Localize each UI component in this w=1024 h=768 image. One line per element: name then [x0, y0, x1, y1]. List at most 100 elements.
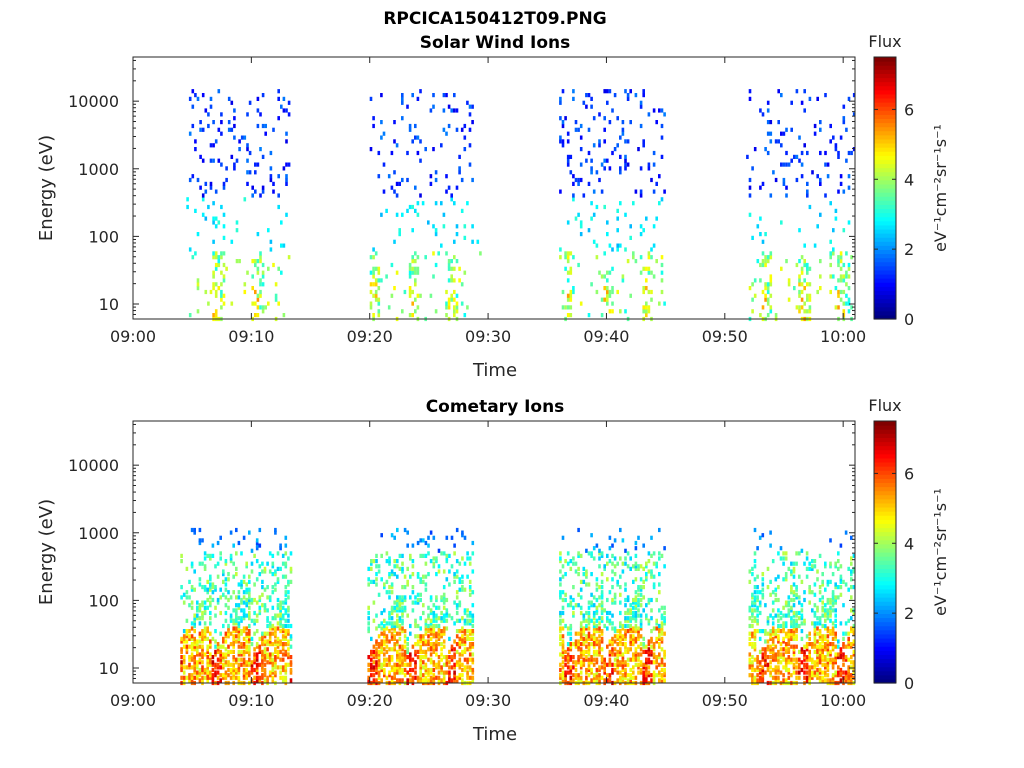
- heatmap-cell: [276, 613, 280, 618]
- heatmap-cell: [766, 566, 770, 571]
- heatmap-cell: [798, 289, 801, 295]
- heatmap-cell: [779, 623, 783, 629]
- heatmap-cell: [429, 595, 433, 600]
- heatmap-cell: [440, 201, 443, 206]
- heatmap-cell: [595, 652, 599, 657]
- heatmap-cell: [461, 533, 464, 538]
- heatmap-cell: [792, 670, 796, 675]
- heatmap-cell: [375, 572, 378, 577]
- heatmap-cell: [782, 577, 785, 582]
- heatmap-cell: [785, 162, 788, 167]
- heatmap-cell: [774, 667, 778, 673]
- heatmap-cell: [574, 662, 578, 667]
- heatmap-cell: [185, 590, 189, 595]
- heatmap-cell: [803, 590, 806, 595]
- heatmap-cell: [642, 139, 645, 144]
- heatmap-cell: [396, 597, 399, 603]
- heatmap-cell: [448, 613, 451, 618]
- heatmap-cell: [658, 673, 661, 678]
- heatmap-cell: [440, 143, 443, 148]
- heatmap-cell: [393, 286, 396, 291]
- heatmap-cell: [196, 639, 199, 644]
- heatmap-cell: [637, 600, 640, 605]
- heatmap-cell: [245, 600, 248, 605]
- heatmap-cell: [442, 613, 446, 618]
- heatmap-cell: [245, 647, 248, 652]
- heatmap-cell: [256, 266, 260, 271]
- colorbar-swatch: [874, 646, 896, 651]
- heatmap-cell: [639, 662, 643, 667]
- heatmap-cell: [582, 642, 586, 647]
- heatmap-cell: [450, 278, 453, 283]
- heatmap-cell: [284, 608, 288, 613]
- heatmap-cell: [284, 535, 288, 540]
- heatmap-cell: [471, 239, 474, 244]
- heatmap-cell: [204, 216, 208, 221]
- heatmap-cell: [590, 634, 593, 639]
- heatmap-cell: [442, 595, 446, 600]
- heatmap-cell: [847, 96, 851, 101]
- heatmap-cell: [790, 621, 793, 626]
- heatmap-cell: [621, 561, 625, 566]
- heatmap-cell: [414, 270, 417, 275]
- heatmap-cell: [201, 655, 204, 660]
- heatmap-cell: [393, 535, 396, 540]
- heatmap-cell: [455, 642, 459, 647]
- heatmap-cell: [839, 673, 843, 678]
- heatmap-cell: [463, 135, 467, 140]
- heatmap-cell: [834, 623, 837, 629]
- heatmap-cell: [287, 662, 290, 667]
- heatmap-cell: [777, 618, 780, 623]
- heatmap-cell: [652, 162, 656, 167]
- heatmap-cell: [248, 649, 251, 654]
- heatmap-cell: [613, 595, 617, 600]
- heatmap-cell: [816, 631, 819, 636]
- heatmap-cell: [652, 655, 656, 660]
- heatmap-cell: [416, 649, 420, 654]
- heatmap-cell: [619, 642, 622, 647]
- heatmap-cell: [639, 597, 643, 603]
- heatmap-cell: [212, 251, 215, 256]
- heatmap-cell: [829, 678, 832, 683]
- heatmap-cell: [559, 135, 562, 140]
- heatmap-cell: [559, 652, 562, 657]
- heatmap-cell: [811, 644, 814, 649]
- heatmap-cell: [276, 636, 280, 641]
- heatmap-cell: [798, 305, 801, 310]
- heatmap-cell: [201, 678, 204, 683]
- heatmap-cell: [261, 631, 264, 636]
- heatmap-cell: [419, 626, 422, 631]
- heatmap-cell: [411, 644, 415, 649]
- heatmap-cell: [782, 551, 785, 556]
- heatmap-cell: [272, 127, 275, 132]
- colorbar-swatch: [874, 102, 896, 107]
- heatmap-cell: [587, 93, 591, 98]
- heatmap-cell: [398, 670, 402, 675]
- heatmap-cell: [561, 123, 565, 129]
- heatmap-cell: [611, 108, 614, 113]
- heatmap-cell: [209, 610, 212, 616]
- heatmap-cell: [261, 649, 264, 654]
- heatmap-cell: [624, 582, 627, 587]
- heatmap-cell: [284, 585, 288, 590]
- heatmap-cell: [216, 642, 220, 647]
- heatmap-cell: [450, 535, 454, 540]
- heatmap-cell: [450, 564, 454, 569]
- heatmap-cell: [211, 597, 215, 603]
- heatmap-cell: [227, 667, 230, 673]
- heatmap-cell: [455, 108, 459, 113]
- heatmap-cell: [375, 665, 378, 670]
- heatmap-cell: [798, 574, 801, 579]
- heatmap-cell: [650, 289, 653, 295]
- heatmap-cell: [619, 629, 622, 634]
- heatmap-cell: [808, 297, 812, 302]
- heatmap-cell: [203, 585, 207, 590]
- heatmap-cell: [561, 139, 565, 144]
- heatmap-cell: [390, 585, 394, 590]
- heatmap-cell: [592, 642, 596, 647]
- heatmap-cell: [619, 662, 622, 667]
- heatmap-cell: [629, 634, 632, 639]
- heatmap-cell: [847, 566, 850, 571]
- heatmap-cell: [248, 629, 251, 634]
- heatmap-cell: [639, 592, 643, 597]
